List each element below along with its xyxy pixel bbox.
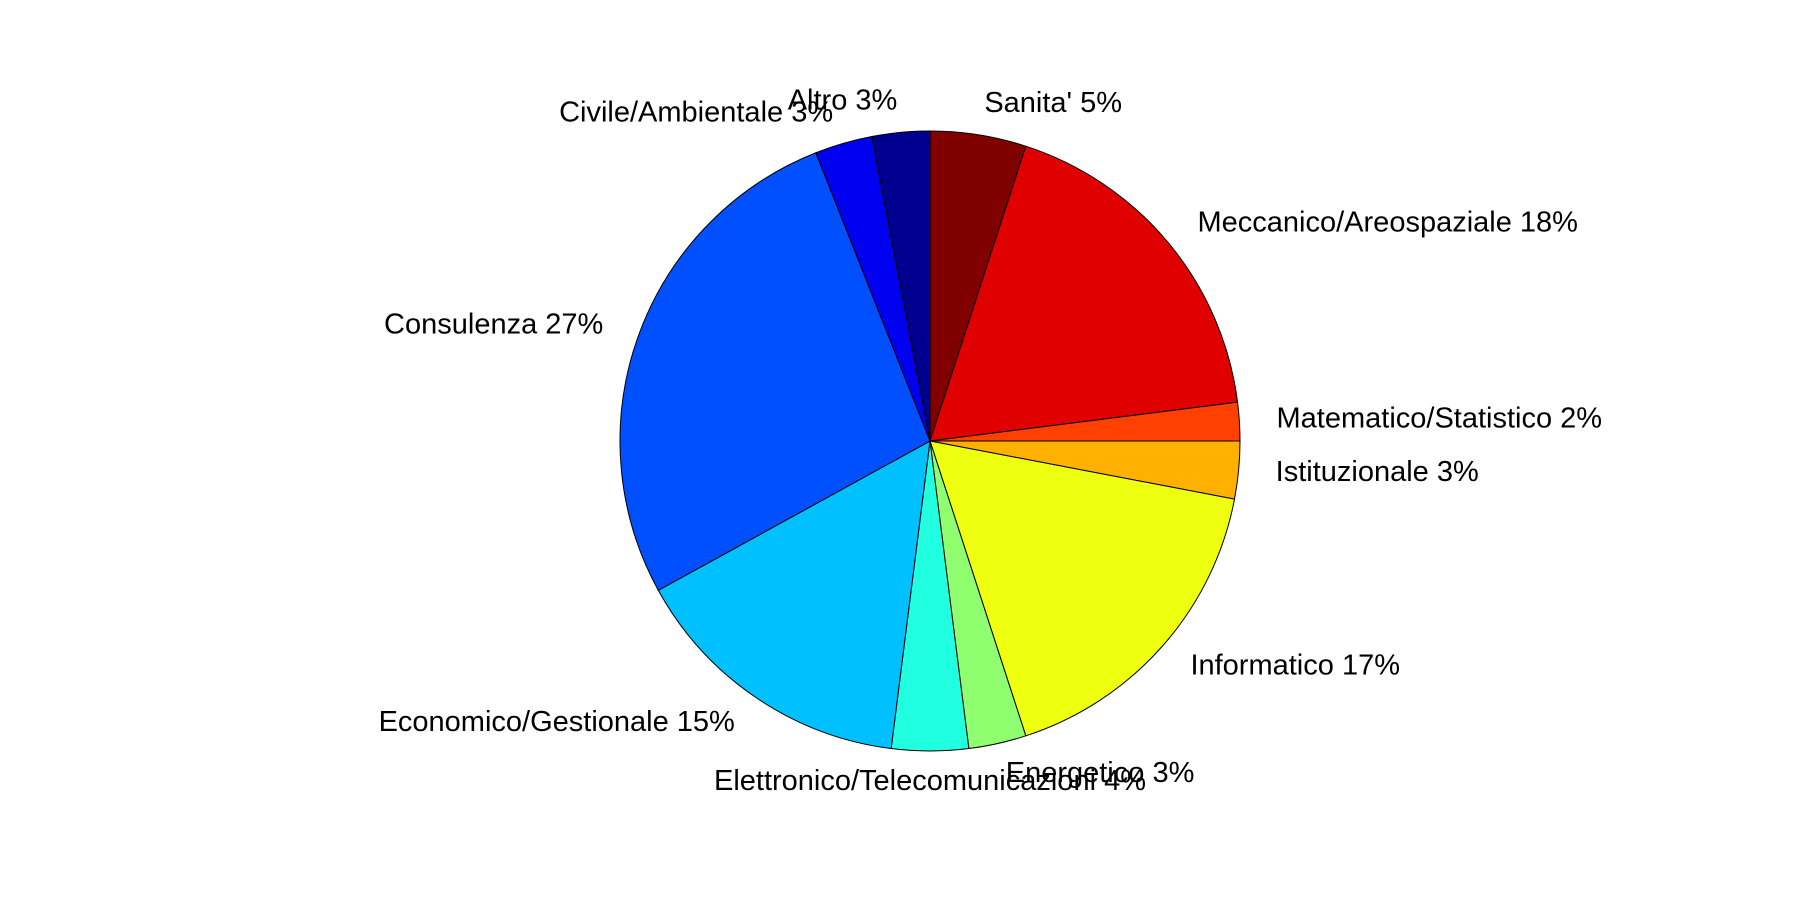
value-label: 17% [1342,649,1400,681]
slice-label: Economico/Gestionale 15% [379,706,735,738]
category-name: Civile/Ambientale [559,96,783,128]
value-label: 18% [1520,206,1578,238]
category-name: Elettronico/Telecomunicazioni [714,765,1096,797]
pie-slice [929,145,1239,442]
slice-label: Matematico/Statistico 2% [1277,402,1603,434]
category-name: Matematico/Statistico [1277,402,1553,434]
value-label: 3% [855,84,897,116]
pie-slice [871,130,931,442]
value-label: 3% [1152,756,1194,788]
value-label: 27% [545,308,603,340]
value-label: 3% [1437,456,1479,488]
value-label: 4% [1104,765,1146,797]
value-label: 2% [1560,402,1602,434]
slice-label: Energetico 3% [1006,756,1195,788]
category-name: Meccanico/Areospaziale [1198,206,1512,238]
pie-slice [619,152,931,592]
slice-label: Civile/Ambientale 3% [559,96,833,128]
value-label: 3% [791,96,833,128]
slice-label: Elettronico/Telecomunicazioni 4% [714,765,1146,797]
category-name: Informatico [1190,649,1333,681]
category-name: Energetico [1006,756,1145,788]
slice-label: Informatico 17% [1190,649,1400,681]
pie-slice [657,440,931,750]
value-label: 15% [677,706,735,738]
category-name: Altro [788,84,848,116]
slice-label: Istituzionale 3% [1276,456,1479,488]
category-name: Sanita' [984,87,1072,119]
slice-label: Altro 3% [788,84,898,116]
slice-label: Consulenza 27% [384,308,603,340]
category-name: Consulenza [384,308,538,340]
category-name: Istituzionale [1276,456,1429,488]
slice-label: Sanita' 5% [984,87,1122,119]
slice-label: Meccanico/Areospaziale 18% [1198,206,1578,238]
value-label: 5% [1080,87,1122,119]
category-name: Economico/Gestionale [379,706,669,738]
pie-slice [929,440,1236,737]
